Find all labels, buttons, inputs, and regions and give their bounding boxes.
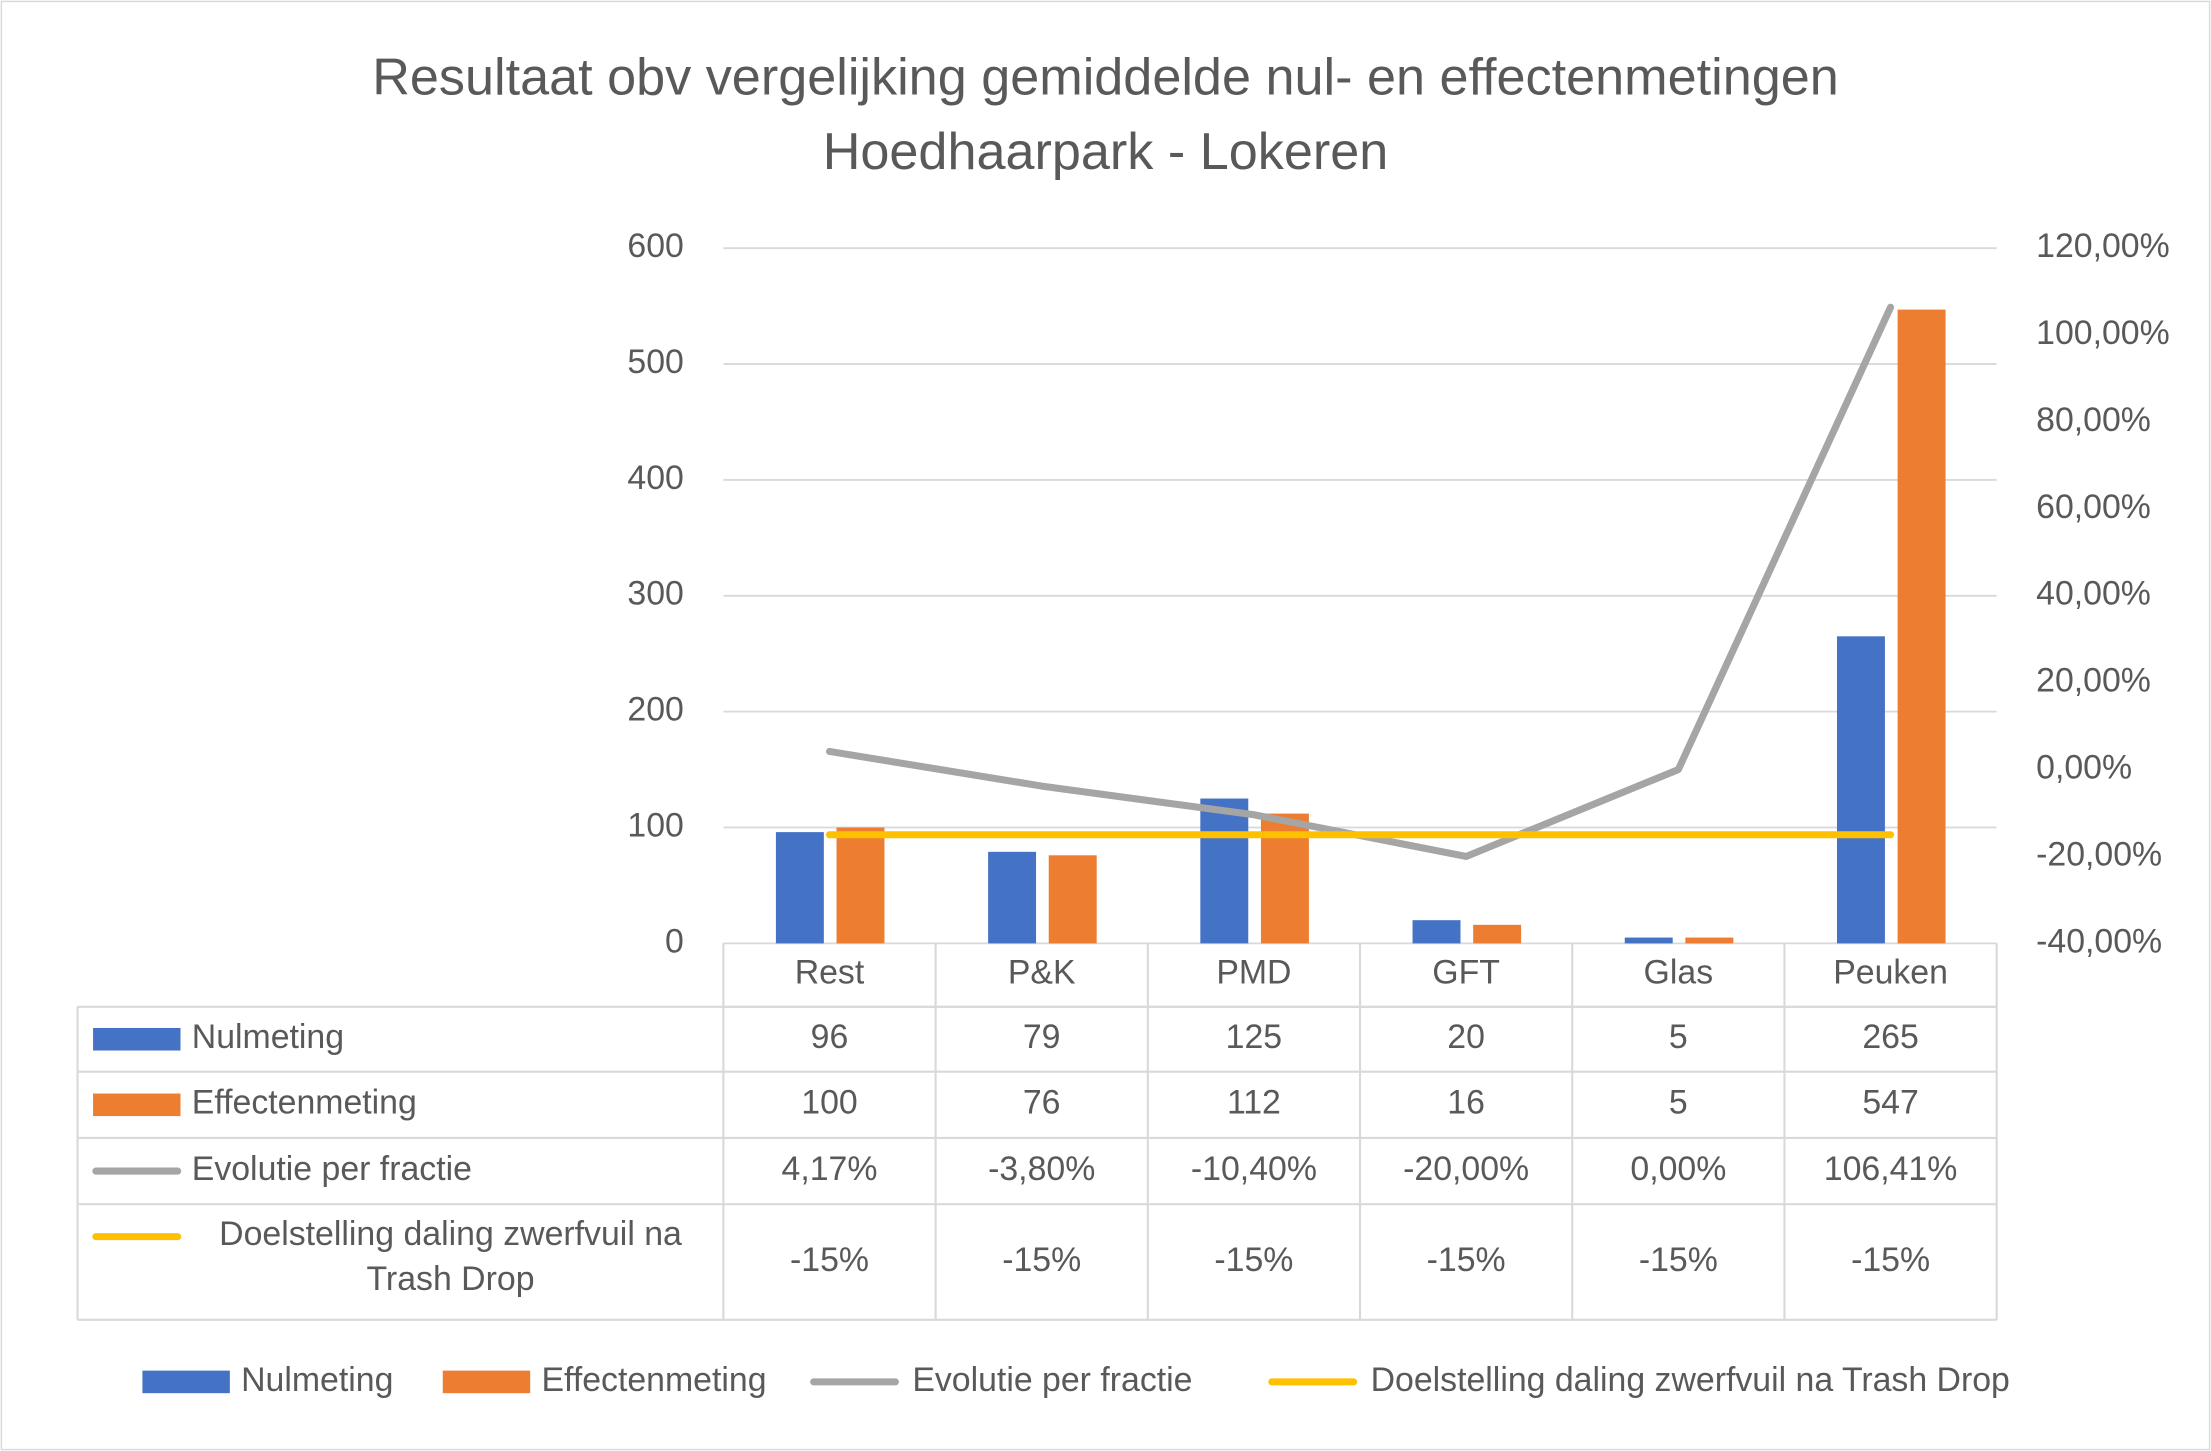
y2-tick-label: 80,00% [2036,401,2151,439]
y-tick-label: 600 [627,227,683,265]
y2-tick-label: -20,00% [2036,835,2162,873]
bar [1897,309,1946,944]
bar [1624,937,1673,944]
bar [1685,937,1734,944]
bar [1473,924,1522,944]
legend-label: Evolutie per fractie [912,1361,1192,1399]
chart-title: Resultaat obv vergelijking gemiddelde nu… [372,47,1839,181]
table-cell: 20 [1447,1018,1485,1056]
category-label: Glas [1644,953,1714,991]
legend-label: Doelstelling daling zwerfvuil na Trash D… [1371,1361,2010,1399]
bar [1200,798,1249,944]
table-cell: 4,17% [782,1150,878,1188]
table-row-label: Evolutie per fractie [192,1150,472,1188]
table-cell: -10,40% [1191,1150,1317,1188]
category-label: Peuken [1833,953,1948,991]
table-row-label: Doelstelling daling zwerfvuil na Trash D… [219,1215,682,1299]
table-legend-key [93,1093,181,1117]
category-label: PMD [1216,953,1291,991]
table-cell: -15% [1851,1241,1930,1279]
y-tick-label: 400 [627,459,683,497]
category-label: Rest [795,953,865,991]
table-legend-key [93,1027,181,1051]
y2-tick-label: 100,00% [2036,314,2170,352]
table-row-label: Nulmeting [192,1018,344,1056]
y2-tick-label: -40,00% [2036,922,2162,960]
legend-label: Nulmeting [241,1361,393,1399]
title-box: Resultaat obv vergelijking gemiddelde nu… [372,47,1839,181]
table-cell: 100 [801,1084,857,1122]
bar [1048,855,1097,944]
legend-key [442,1370,531,1394]
table-cell: 76 [1023,1084,1061,1122]
table-cell: 96 [811,1018,849,1056]
table-cell: 0,00% [1630,1150,1726,1188]
y2-tick-label: 60,00% [2036,488,2151,526]
legend-label: Effectenmeting [541,1361,766,1399]
y-tick-label: 300 [627,575,683,613]
table-row-label-box: Doelstelling daling zwerfvuil na Trash D… [219,1215,682,1299]
table-cell: 5 [1669,1084,1688,1122]
bar [988,851,1037,944]
category-label: GFT [1432,953,1500,991]
table-cell: 547 [1862,1084,1918,1122]
table-cell: -3,80% [988,1150,1095,1188]
legend-key [142,1370,230,1394]
table-cell: -15% [1427,1241,1506,1279]
table-cell: -15% [1002,1241,1081,1279]
table-cell: -15% [790,1241,869,1279]
y-tick-label: 100 [627,806,683,844]
y2-tick-label: 40,00% [2036,575,2151,613]
table-row-label: Effectenmeting [192,1084,417,1122]
y-tick-label: 200 [627,691,683,729]
bar [1836,636,1885,944]
bar [836,827,885,944]
table-cell: 125 [1226,1018,1282,1056]
table-cell: 5 [1669,1018,1688,1056]
table-cell: -15% [1214,1241,1293,1279]
y2-tick-label: 0,00% [2036,749,2132,787]
bar [1412,920,1461,944]
y2-tick-label: 20,00% [2036,662,2151,700]
table-cell: -20,00% [1403,1150,1529,1188]
table-cell: 265 [1862,1018,1918,1056]
table-cell: 106,41% [1824,1150,1958,1188]
table-cell: 112 [1227,1084,1281,1122]
y2-tick-label: 120,00% [2036,227,2170,265]
y-tick-label: 500 [627,343,683,381]
table-cell: 79 [1023,1018,1061,1056]
bar [775,832,824,944]
category-label: P&K [1008,953,1076,991]
table-cell: -15% [1639,1241,1718,1279]
y-tick-label: 0 [665,922,684,960]
table-cell: 16 [1447,1084,1485,1122]
